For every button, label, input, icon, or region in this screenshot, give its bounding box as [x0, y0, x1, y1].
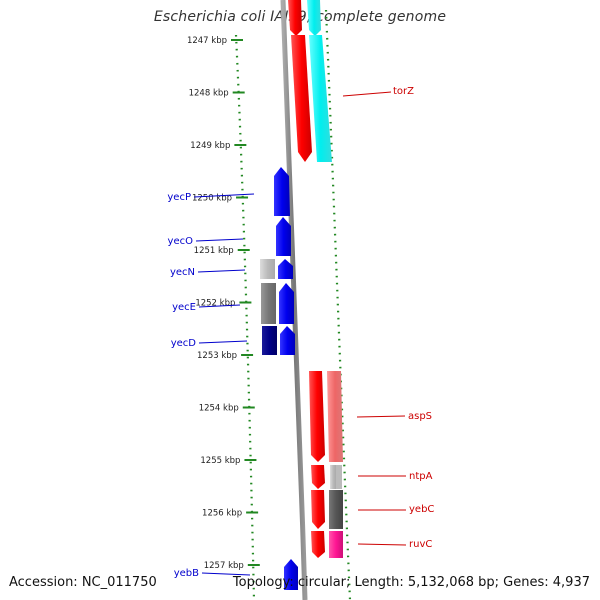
feature-cyan-upper [307, 0, 321, 36]
feature-blue-yebb [284, 559, 298, 590]
reverse-features [260, 167, 298, 590]
gene-labels: torZ yecP yecO yecN yecE yecD aspS ntpA yebC ruvC… [167, 86, 434, 579]
guide-lines [234, 9, 352, 600]
feature-blue-yecn [278, 259, 293, 279]
gene-label-yecn: yecN [170, 267, 195, 278]
outer-guide-line [324, 9, 352, 600]
gene-leader-line [201, 572, 251, 576]
feature-magenta-ruvc [329, 531, 343, 558]
feature-navy-yecd [262, 326, 277, 355]
genome-backbone [280, 0, 308, 600]
ruler-tick-label: 1257 kbp [204, 561, 244, 571]
gene-leader-line [195, 238, 244, 242]
gene-leader-line [356, 415, 406, 418]
feature-blue-yeco [276, 217, 291, 256]
gene-leader-line [198, 304, 241, 308]
gene-leader-line [198, 340, 248, 344]
ruler-tick-label: 1255 kbp [200, 456, 240, 466]
gene-label-yecd: yecD [171, 338, 197, 349]
feature-red-ruvc [311, 531, 325, 558]
gene-leader-line [357, 543, 407, 546]
feature-blue-yece [279, 283, 294, 324]
feature-pink-asps [327, 371, 343, 462]
ruler: 1247 kbp 1248 kbp 1249 kbp 1250 kbp 1251 kbp… [187, 36, 260, 571]
gene-label-ntpa: ntpA [409, 471, 433, 482]
ruler-tick-label: 1249 kbp [190, 141, 230, 151]
accession-text: Accession: NC_011750 [9, 575, 157, 590]
feature-gray-yece [261, 283, 276, 324]
gene-label-yeco: yecO [168, 236, 194, 247]
gene-label-yecp: yecP [167, 192, 191, 203]
ruler-tick-label: 1251 kbp [194, 246, 234, 256]
feature-gray-ntpa [330, 465, 336, 489]
ruler-tick-label: 1250 kbp [192, 194, 232, 204]
forward-features [288, 0, 343, 558]
gene-label-torz: torZ [393, 86, 414, 97]
gene-label-ruvc: ruvC [409, 539, 432, 550]
feature-blue-yecp [274, 167, 290, 216]
feature-gray-yebc [329, 490, 343, 529]
feature-blue-yecd [280, 326, 295, 355]
ruler-tick-label: 1253 kbp [197, 351, 237, 361]
feature-red-torz [291, 35, 312, 162]
feature-red-asps [309, 371, 325, 462]
ruler-tick-label: 1256 kbp [202, 509, 242, 519]
gene-label-yebb: yebB [174, 568, 199, 579]
feature-cyan-torz [309, 35, 332, 162]
ruler-tick-label: 1247 kbp [187, 36, 227, 46]
feature-red-yebc [311, 490, 325, 529]
ruler-tick-label: 1254 kbp [199, 404, 239, 414]
gene-leader-line [342, 91, 392, 97]
gene-label-yebc: yebC [409, 504, 434, 515]
feature-darkgray-ntpa [336, 465, 342, 489]
summary-text: Topology: circular; Length: 5,132,068 bp… [232, 575, 590, 590]
gene-label-asps: aspS [408, 411, 432, 422]
ruler-tick-label: 1252 kbp [195, 299, 235, 309]
gene-label-yece: yecE [172, 302, 196, 313]
gene-leader-line [193, 193, 255, 198]
feature-lightgray-yecn [260, 259, 275, 279]
feature-red-upper [288, 0, 302, 36]
feature-red-ntpa [311, 465, 325, 489]
gene-leader-line [197, 269, 246, 273]
ruler-tick-label: 1248 kbp [189, 89, 229, 99]
